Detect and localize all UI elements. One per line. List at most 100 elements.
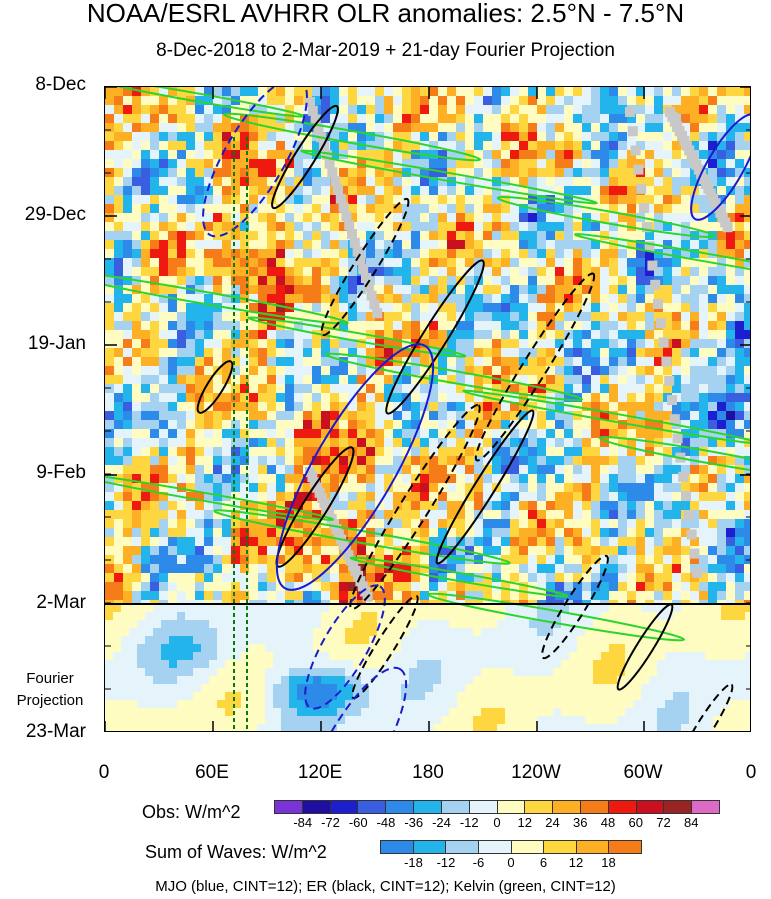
obs-cell bbox=[609, 384, 619, 394]
obs-cell bbox=[609, 528, 619, 538]
projection-cell bbox=[569, 660, 578, 669]
obs-cell bbox=[528, 528, 538, 538]
obs-cell bbox=[654, 330, 664, 340]
obs-cell bbox=[375, 411, 385, 421]
obs-cell bbox=[600, 357, 610, 367]
projection-cell bbox=[225, 652, 234, 661]
projection-cell bbox=[105, 612, 114, 621]
obs-cell bbox=[438, 105, 448, 115]
obs-cell bbox=[195, 519, 205, 529]
projection-cell bbox=[393, 620, 402, 629]
projection-cell bbox=[265, 676, 274, 685]
obs-cell bbox=[744, 186, 750, 196]
obs-cell bbox=[564, 141, 574, 151]
projection-cell bbox=[225, 636, 234, 645]
obs-heatmap bbox=[105, 87, 750, 610]
obs-cell bbox=[645, 330, 655, 340]
obs-cell bbox=[672, 105, 682, 115]
obs-cell bbox=[573, 276, 583, 286]
obs-cell bbox=[618, 231, 628, 241]
obs-cell bbox=[222, 276, 232, 286]
obs-cell bbox=[699, 519, 709, 529]
projection-cell bbox=[129, 684, 138, 693]
obs-cell bbox=[303, 429, 313, 439]
obs-cell bbox=[105, 195, 115, 205]
obs-cell bbox=[240, 303, 250, 313]
obs-cell bbox=[195, 339, 205, 349]
obs-cell bbox=[231, 141, 241, 151]
obs-cell bbox=[258, 330, 268, 340]
obs-cell bbox=[258, 294, 268, 304]
obs-cell bbox=[429, 168, 439, 178]
projection-cell bbox=[505, 676, 514, 685]
obs-cell bbox=[546, 276, 556, 286]
obs-cell bbox=[672, 375, 682, 385]
obs-cell bbox=[447, 141, 457, 151]
obs-cell bbox=[240, 384, 250, 394]
obs-cell bbox=[510, 321, 520, 331]
projection-cell bbox=[705, 668, 714, 677]
obs-cell bbox=[339, 231, 349, 241]
projection-cell bbox=[529, 604, 538, 613]
obs-cell bbox=[429, 285, 439, 295]
obs-cell bbox=[555, 393, 565, 403]
obs-cell bbox=[438, 222, 448, 232]
obs-cell bbox=[204, 294, 214, 304]
obs-cell bbox=[528, 573, 538, 583]
projection-cell bbox=[745, 652, 750, 661]
projection-cell bbox=[137, 604, 146, 613]
obs-cell bbox=[366, 501, 376, 511]
obs-cell bbox=[150, 438, 160, 448]
obs-cell bbox=[483, 276, 493, 286]
obs-cell bbox=[501, 150, 511, 160]
projection-cell bbox=[313, 652, 322, 661]
obs-cell bbox=[438, 276, 448, 286]
obs-cell bbox=[132, 204, 142, 214]
obs-cell bbox=[492, 168, 502, 178]
obs-cell bbox=[564, 339, 574, 349]
obs-cell bbox=[159, 114, 169, 124]
projection-cell bbox=[377, 636, 386, 645]
obs-cell bbox=[213, 546, 223, 556]
obs-cell bbox=[339, 123, 349, 133]
obs-cell bbox=[537, 501, 547, 511]
obs-cell bbox=[627, 582, 637, 592]
projection-cell bbox=[217, 628, 226, 637]
obs-cell bbox=[285, 429, 295, 439]
obs-cell bbox=[213, 384, 223, 394]
obs-cell bbox=[366, 132, 376, 142]
projection-cell bbox=[609, 636, 618, 645]
obs-cell bbox=[330, 357, 340, 367]
obs-cell bbox=[492, 159, 502, 169]
obs-cell bbox=[501, 438, 511, 448]
obs-cell bbox=[258, 240, 268, 250]
obs-cell bbox=[735, 87, 745, 97]
obs-cell bbox=[591, 492, 601, 502]
obs-cell bbox=[375, 348, 385, 358]
obs-cell bbox=[564, 537, 574, 547]
obs-cell bbox=[375, 141, 385, 151]
obs-cell bbox=[150, 492, 160, 502]
obs-cell bbox=[321, 168, 331, 178]
obs-cell bbox=[159, 465, 169, 475]
projection-cell bbox=[337, 612, 346, 621]
projection-cell bbox=[489, 660, 498, 669]
obs-cell bbox=[222, 456, 232, 466]
obs-cell bbox=[501, 510, 511, 520]
projection-cell bbox=[425, 668, 434, 677]
projection-cell bbox=[513, 668, 522, 677]
projection-cell bbox=[689, 612, 698, 621]
obs-cell bbox=[195, 168, 205, 178]
obs-cell bbox=[114, 519, 124, 529]
obs-cell bbox=[672, 501, 682, 511]
obs-cell bbox=[186, 267, 196, 277]
obs-cell bbox=[591, 294, 601, 304]
obs-cell bbox=[600, 159, 610, 169]
obs-cell bbox=[555, 555, 565, 565]
projection-cell bbox=[385, 636, 394, 645]
obs-cell bbox=[258, 321, 268, 331]
obs-cell bbox=[303, 447, 313, 457]
obs-cell bbox=[150, 213, 160, 223]
projection-cell bbox=[361, 668, 370, 677]
obs-cell bbox=[132, 573, 142, 583]
